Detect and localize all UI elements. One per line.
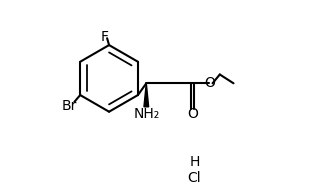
Polygon shape	[144, 83, 149, 107]
Text: Cl: Cl	[187, 171, 201, 185]
Text: NH₂: NH₂	[133, 107, 159, 121]
Text: O: O	[204, 76, 215, 90]
Text: H: H	[189, 155, 200, 169]
Text: O: O	[187, 107, 198, 121]
Text: F: F	[100, 30, 108, 44]
Text: Br: Br	[62, 99, 77, 113]
